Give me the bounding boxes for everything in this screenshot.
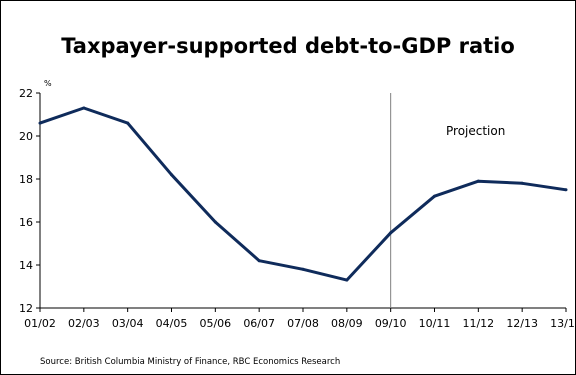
chart-title: Taxpayer-supported debt-to-GDP ratio — [61, 34, 515, 58]
x-tick-label: 11/12 — [462, 317, 494, 330]
x-tick-label: 08/09 — [331, 317, 363, 330]
data-point — [433, 194, 436, 198]
data-point — [257, 259, 261, 263]
y-axis-unit-label: % — [44, 79, 52, 88]
x-tick-label: 03/04 — [112, 317, 144, 330]
source-note: Source: British Columbia Ministry of Fin… — [40, 357, 341, 367]
data-points — [38, 106, 568, 282]
x-tick-label: 09/10 — [375, 317, 407, 330]
data-point — [389, 231, 393, 235]
x-tick-label: 13/14 — [550, 317, 576, 330]
y-tick-label: 14 — [19, 259, 33, 272]
y-tick-labels: 12 14 16 18 20 22 — [19, 87, 33, 315]
x-tick-label: 04/05 — [156, 317, 188, 330]
x-tick-label: 02/03 — [68, 317, 100, 330]
data-point — [476, 179, 480, 183]
data-point — [520, 181, 524, 185]
chart-axes — [36, 92, 567, 312]
x-tick-label: 10/11 — [419, 317, 451, 330]
y-tick-label: 16 — [19, 216, 33, 229]
data-point — [82, 106, 86, 110]
data-point — [213, 220, 217, 224]
data-point — [301, 267, 305, 271]
data-point — [38, 121, 42, 125]
x-tick-label: 12/13 — [506, 317, 538, 330]
y-tick-label: 20 — [19, 130, 33, 143]
data-point — [170, 173, 173, 177]
y-tick-label: 22 — [19, 87, 33, 100]
data-point — [345, 278, 349, 282]
data-point — [126, 121, 130, 125]
projection-label: Projection — [446, 124, 505, 138]
x-tick-labels: 01/02 02/03 03/04 04/05 05/06 06/07 07/08 08/09… — [24, 317, 576, 330]
data-point — [564, 188, 568, 192]
x-tick-label: 07/08 — [287, 317, 319, 330]
y-tick-label: 12 — [19, 302, 33, 315]
x-tick-label: 01/02 — [24, 317, 56, 330]
x-tick-label: 06/07 — [243, 317, 275, 330]
y-tick-label: 18 — [19, 173, 33, 186]
x-tick-label: 05/06 — [199, 317, 231, 330]
